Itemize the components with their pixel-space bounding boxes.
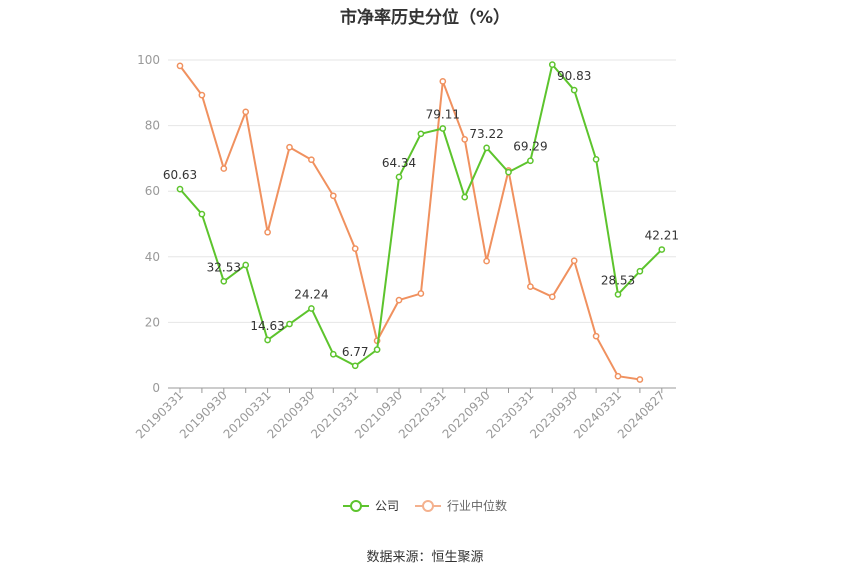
- legend-company-label: 公司: [374, 499, 399, 513]
- data-point-company: [636, 267, 644, 275]
- data-point-company: [220, 277, 228, 285]
- data-point-industry-median: [242, 108, 250, 116]
- data-point-company: [198, 210, 206, 218]
- data-point-company: [373, 346, 381, 353]
- data-label: 42.21: [645, 229, 679, 243]
- data-point-company: [308, 305, 315, 312]
- legend-company-marker: [342, 498, 369, 514]
- data-point-company: [570, 86, 578, 94]
- data-point-company: [592, 156, 600, 163]
- data-point-industry-median: [264, 228, 271, 236]
- data-label: 69.29: [513, 140, 547, 154]
- data-point-company: [176, 185, 184, 193]
- series-line-industry-median: [179, 65, 641, 381]
- data-point-company: [548, 61, 556, 68]
- data-point-company: [614, 291, 622, 298]
- data-point-industry-median: [527, 283, 534, 290]
- y-tick-label: 100: [137, 53, 160, 67]
- legend-item-company[interactable]: 公司: [342, 497, 399, 514]
- data-label: 24.24: [294, 287, 328, 301]
- data-point-industry-median: [351, 245, 359, 252]
- y-tick-label: 80: [145, 119, 160, 133]
- data-point-company: [329, 350, 337, 358]
- data-point-industry-median: [483, 257, 490, 265]
- data-label: 6.77: [342, 345, 369, 359]
- series-lines: [176, 61, 666, 383]
- data-label: 14.63: [250, 319, 284, 333]
- data-point-company: [395, 173, 403, 181]
- data-label: 90.83: [557, 69, 591, 83]
- data-label: 73.22: [469, 127, 503, 141]
- data-label: 28.53: [601, 273, 635, 287]
- data-point-industry-median: [395, 296, 403, 304]
- y-tick-label: 40: [145, 250, 160, 264]
- data-point-industry-median: [614, 372, 622, 380]
- data-label: 60.63: [163, 168, 197, 182]
- axes: 0204060801002019033120190930202003312020…: [133, 53, 676, 441]
- data-point-industry-median: [439, 77, 447, 85]
- data-labels: 60.63 32.53 14.63 24.24 6.77 64.34 79.11 73.22 6…: [163, 69, 679, 359]
- data-point-company: [483, 144, 490, 152]
- data-source-note: 数据来源：恒生聚源: [366, 550, 484, 565]
- data-point-industry-median: [176, 62, 184, 70]
- data-point-company: [461, 193, 469, 201]
- data-point-industry-median: [286, 143, 293, 151]
- data-point-industry-median: [308, 156, 315, 164]
- data-point-company: [264, 336, 271, 344]
- legend: 公司 行业中位数: [0, 497, 850, 514]
- legend-item-industry-median[interactable]: 行业中位数: [415, 497, 507, 514]
- y-tick-label: 0: [152, 381, 160, 395]
- y-tick-label: 60: [145, 184, 160, 198]
- data-point-industry-median: [417, 290, 425, 297]
- chart-title: 市净率历史分位（%）: [339, 8, 511, 28]
- data-point-company: [242, 261, 250, 269]
- data-point-company: [527, 157, 534, 165]
- data-label: 32.53: [207, 260, 241, 274]
- data-point-industry-median: [592, 332, 600, 340]
- data-label: 64.34: [382, 156, 416, 170]
- data-point-company: [286, 320, 293, 328]
- data-point-industry-median: [198, 91, 206, 99]
- data-point-industry-median: [636, 376, 644, 383]
- data-point-industry-median: [570, 257, 578, 265]
- data-point-industry-median: [329, 192, 337, 200]
- data-point-industry-median: [220, 165, 228, 172]
- data-point-company: [439, 125, 447, 132]
- data-point-company: [658, 246, 666, 253]
- x-tick-label: 20240827: [615, 388, 668, 441]
- data-point-company: [351, 362, 359, 370]
- data-point-company: [505, 168, 512, 176]
- y-tick-label: 20: [145, 315, 160, 329]
- legend-industry-median-marker: [415, 498, 441, 514]
- data-point-industry-median: [548, 293, 556, 301]
- data-point-company: [417, 130, 425, 138]
- legend-industry-median-label: 行业中位数: [447, 499, 508, 513]
- data-point-industry-median: [461, 136, 469, 143]
- data-label: 79.11: [426, 108, 460, 122]
